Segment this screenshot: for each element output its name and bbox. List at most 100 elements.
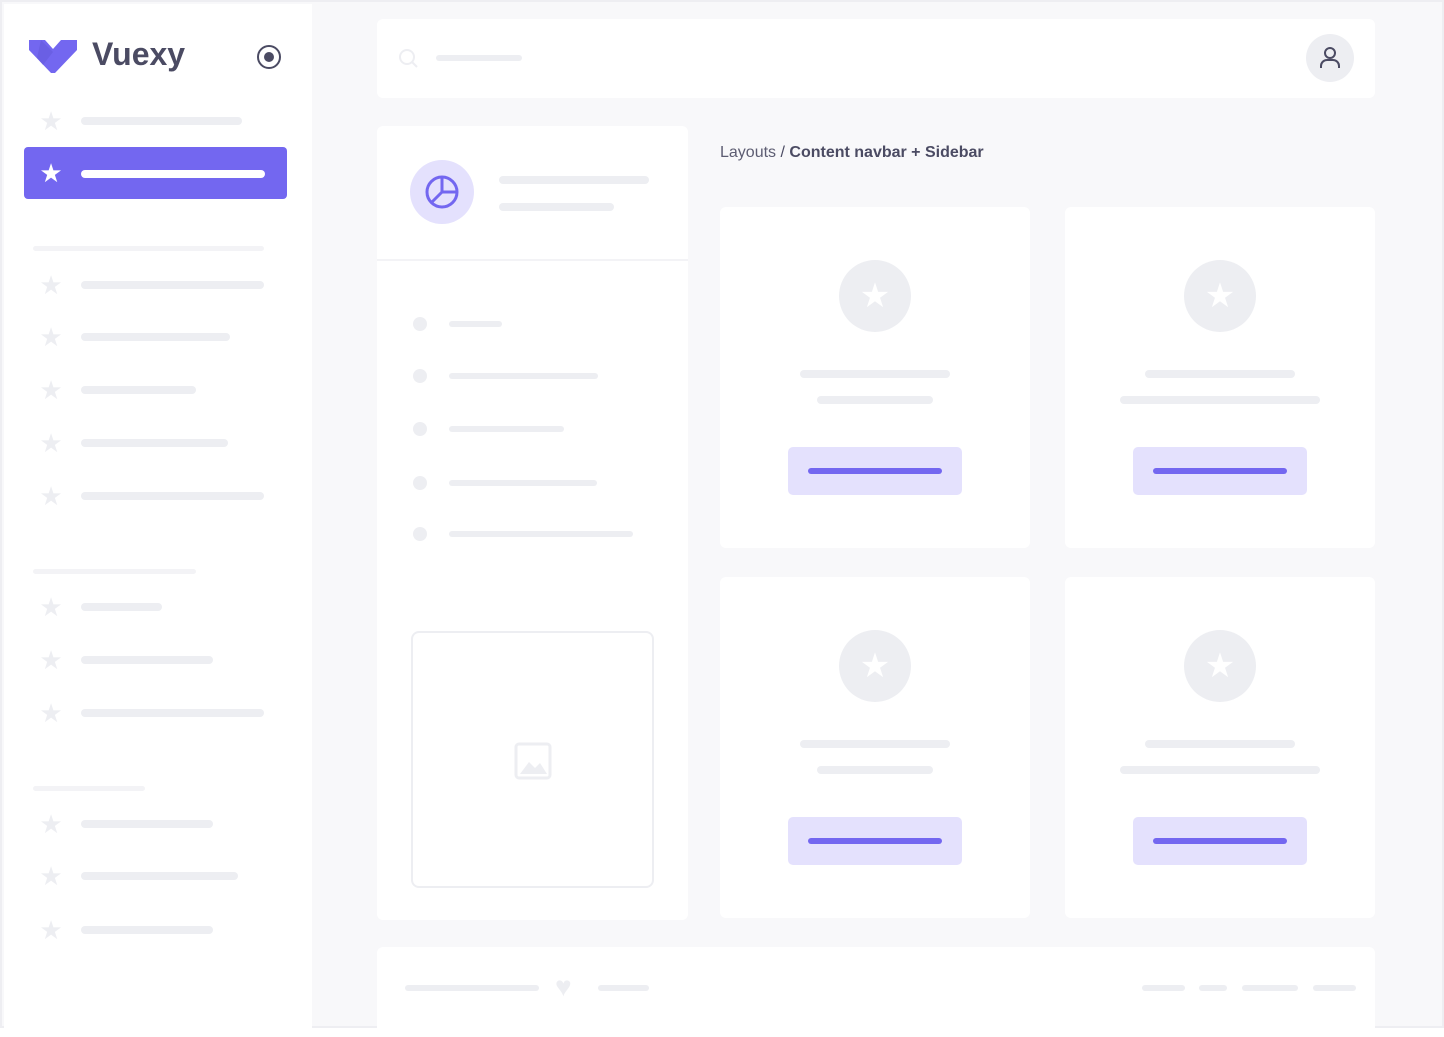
sidebar-item-label-placeholder — [81, 170, 265, 178]
breadcrumb: Layouts / Content navbar + Sidebar — [720, 144, 984, 162]
card-subtitle-placeholder — [817, 396, 933, 404]
sidebar-item-label-placeholder — [81, 117, 242, 125]
list-item[interactable] — [407, 473, 667, 493]
footer-text-placeholder — [598, 985, 649, 991]
section-header-placeholder — [33, 246, 264, 251]
star-icon: ★ — [859, 647, 891, 685]
card-action-button[interactable] — [788, 817, 962, 865]
card-action-button[interactable] — [1133, 817, 1307, 865]
button-label-placeholder — [808, 838, 942, 844]
breadcrumb-parent[interactable]: Layouts — [720, 144, 777, 161]
content-card: ★ — [720, 207, 1030, 548]
bullet-icon — [413, 476, 427, 490]
bullet-icon — [413, 317, 427, 331]
breadcrumb-separator: / — [776, 144, 790, 161]
sidebar-item-label-placeholder — [81, 820, 213, 828]
card-avatar: ★ — [1184, 260, 1256, 332]
list-item-label-placeholder — [449, 480, 597, 486]
sidebar-item-label-placeholder — [81, 439, 228, 447]
list-item[interactable] — [407, 419, 667, 439]
list-item[interactable] — [407, 524, 667, 544]
list-item[interactable] — [407, 314, 667, 334]
sidebar-item[interactable]: ★ — [24, 908, 287, 952]
search-icon[interactable] — [399, 49, 419, 69]
star-icon: ★ — [39, 481, 63, 511]
sidebar-item[interactable]: ★ — [24, 638, 287, 682]
star-icon: ★ — [39, 270, 63, 300]
sidebar-item[interactable]: ★ — [24, 263, 287, 307]
button-label-placeholder — [1153, 838, 1287, 844]
sidebar-item[interactable]: ★ — [24, 691, 287, 735]
star-icon: ★ — [39, 375, 63, 405]
panel-title-placeholder — [499, 176, 649, 184]
card-avatar: ★ — [1184, 630, 1256, 702]
bullet-icon — [413, 369, 427, 383]
image-placeholder — [411, 631, 654, 888]
star-icon: ★ — [39, 698, 63, 728]
star-icon: ★ — [39, 158, 63, 188]
star-icon: ★ — [859, 277, 891, 315]
vuexy-logo — [29, 40, 77, 73]
sidebar-item[interactable]: ★ — [24, 854, 287, 898]
sidebar-item-label-placeholder — [81, 333, 230, 341]
sidebar-item[interactable]: ★ — [24, 421, 287, 465]
sidebar-toggle-radio-circle-icon[interactable] — [257, 45, 281, 69]
footer-text-placeholder — [405, 985, 539, 991]
sidebar-item[interactable]: ★ — [24, 474, 287, 518]
breadcrumb-current: Content navbar + Sidebar — [789, 144, 984, 161]
image-icon — [514, 742, 552, 780]
footer: ♥ — [377, 947, 1375, 1037]
sidebar-item[interactable]: ★ — [24, 802, 287, 846]
sidebar-item-label-placeholder — [81, 492, 264, 500]
sidebar-item[interactable]: ★ — [24, 368, 287, 412]
list-item-label-placeholder — [449, 426, 564, 432]
star-icon: ★ — [39, 428, 63, 458]
star-icon: ★ — [39, 322, 63, 352]
star-icon: ★ — [1204, 277, 1236, 315]
sidebar-item[interactable]: ★ — [24, 315, 287, 359]
content-card: ★ — [1065, 577, 1375, 918]
card-title-placeholder — [1145, 740, 1295, 748]
star-icon: ★ — [1204, 647, 1236, 685]
panel-subtitle-placeholder — [499, 203, 614, 211]
card-avatar: ★ — [839, 630, 911, 702]
sidebar-item[interactable]: ★ — [24, 99, 287, 143]
sidebar-item-label-placeholder — [81, 281, 264, 289]
card-subtitle-placeholder — [1120, 396, 1320, 404]
star-icon: ★ — [39, 915, 63, 945]
button-label-placeholder — [1153, 468, 1287, 474]
sidebar-item-label-placeholder — [81, 603, 162, 611]
list-item[interactable] — [407, 366, 667, 386]
footer-link[interactable] — [1142, 985, 1185, 991]
user-icon — [1320, 47, 1340, 68]
list-item-label-placeholder — [449, 321, 502, 327]
card-title-placeholder — [800, 370, 950, 378]
bullet-icon — [413, 422, 427, 436]
section-header-placeholder — [33, 569, 196, 574]
divider — [377, 259, 688, 261]
footer-link[interactable] — [1242, 985, 1298, 991]
sidebar-item-label-placeholder — [81, 872, 238, 880]
card-action-button[interactable] — [1133, 447, 1307, 495]
sidebar-item-active[interactable]: ★ — [24, 147, 287, 199]
card-title-placeholder — [800, 740, 950, 748]
search-input[interactable] — [436, 55, 522, 61]
list-item-label-placeholder — [449, 373, 598, 379]
content-card: ★ — [1065, 207, 1375, 548]
footer-link[interactable] — [1199, 985, 1227, 991]
star-icon: ★ — [39, 809, 63, 839]
sidebar-item[interactable]: ★ — [24, 585, 287, 629]
brand-name: Vuexy — [92, 36, 186, 72]
star-icon: ★ — [39, 592, 63, 622]
card-action-button[interactable] — [788, 447, 962, 495]
card-avatar: ★ — [839, 260, 911, 332]
star-icon: ★ — [39, 106, 63, 136]
sidebar-item-label-placeholder — [81, 926, 213, 934]
user-avatar[interactable] — [1306, 34, 1354, 82]
bullet-icon — [413, 527, 427, 541]
sidebar-item-label-placeholder — [81, 709, 264, 717]
star-icon: ★ — [39, 645, 63, 675]
panel-avatar — [410, 160, 474, 224]
card-subtitle-placeholder — [1120, 766, 1320, 774]
footer-link[interactable] — [1313, 985, 1356, 991]
